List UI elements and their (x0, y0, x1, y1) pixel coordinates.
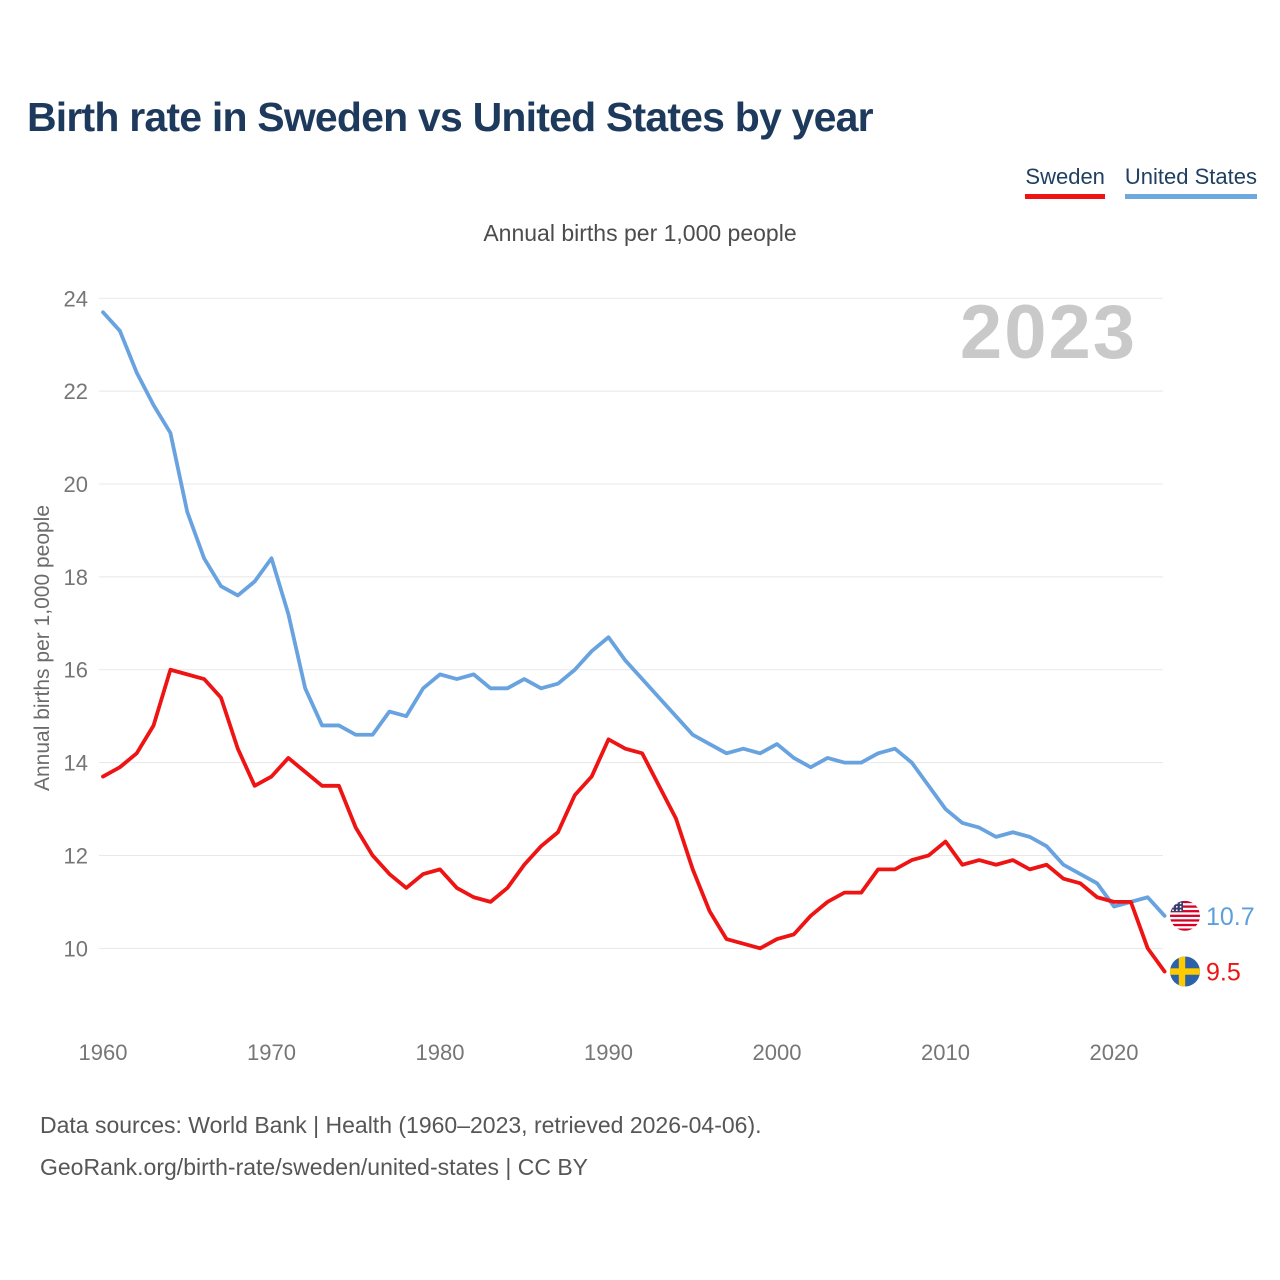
legend-label-united-states: United States (1124, 164, 1257, 189)
y-tick-label: 14 (64, 751, 88, 776)
y-tick-label: 24 (64, 286, 88, 311)
us-flag-icon (1170, 900, 1200, 931)
us-end-value-label: 10.7 (1206, 903, 1255, 931)
legend-label-sweden: Sweden (1025, 164, 1105, 189)
footer-sources: Data sources: World Bank | Health (1960–… (40, 1112, 762, 1138)
legend-item-sweden[interactable]: Sweden (1025, 164, 1105, 199)
watermark-year: 2023 (960, 290, 1137, 375)
x-tick-label: 1960 (79, 1040, 128, 1065)
sweden-flag-icon (1170, 956, 1200, 987)
x-tick-label: 1970 (247, 1040, 296, 1065)
y-tick-label: 12 (64, 843, 88, 868)
legend-underline-sweden (1025, 194, 1105, 199)
footer-url: GeoRank.org/birth-rate/sweden/united-sta… (40, 1154, 589, 1180)
legend: Sweden United States (1025, 164, 1257, 199)
series-line-united-states[interactable] (101, 310, 1167, 918)
x-tick-label: 1990 (584, 1040, 633, 1065)
x-tick-label: 1980 (416, 1040, 465, 1065)
y-tick-label: 10 (64, 936, 88, 961)
x-tick-label: 2000 (753, 1040, 802, 1065)
legend-underline-united-states (1124, 194, 1257, 199)
sweden-end-value-label: 9.5 (1206, 959, 1241, 987)
y-tick-label: 22 (64, 379, 88, 404)
legend-item-united-states[interactable]: United States (1124, 164, 1257, 199)
x-tick-label: 2020 (1090, 1040, 1139, 1065)
footer: Data sources: World Bank | Health (1960–… (40, 1104, 762, 1188)
series-line-sweden[interactable] (101, 667, 1167, 974)
y-tick-label: 18 (64, 565, 88, 590)
y-tick-label: 16 (64, 658, 88, 683)
x-tick-label: 2010 (921, 1040, 970, 1065)
page-title: Birth rate in Sweden vs United States by… (27, 94, 874, 140)
chart-subtitle: Annual births per 1,000 people (483, 220, 797, 246)
y-tick-label: 20 (64, 472, 88, 497)
